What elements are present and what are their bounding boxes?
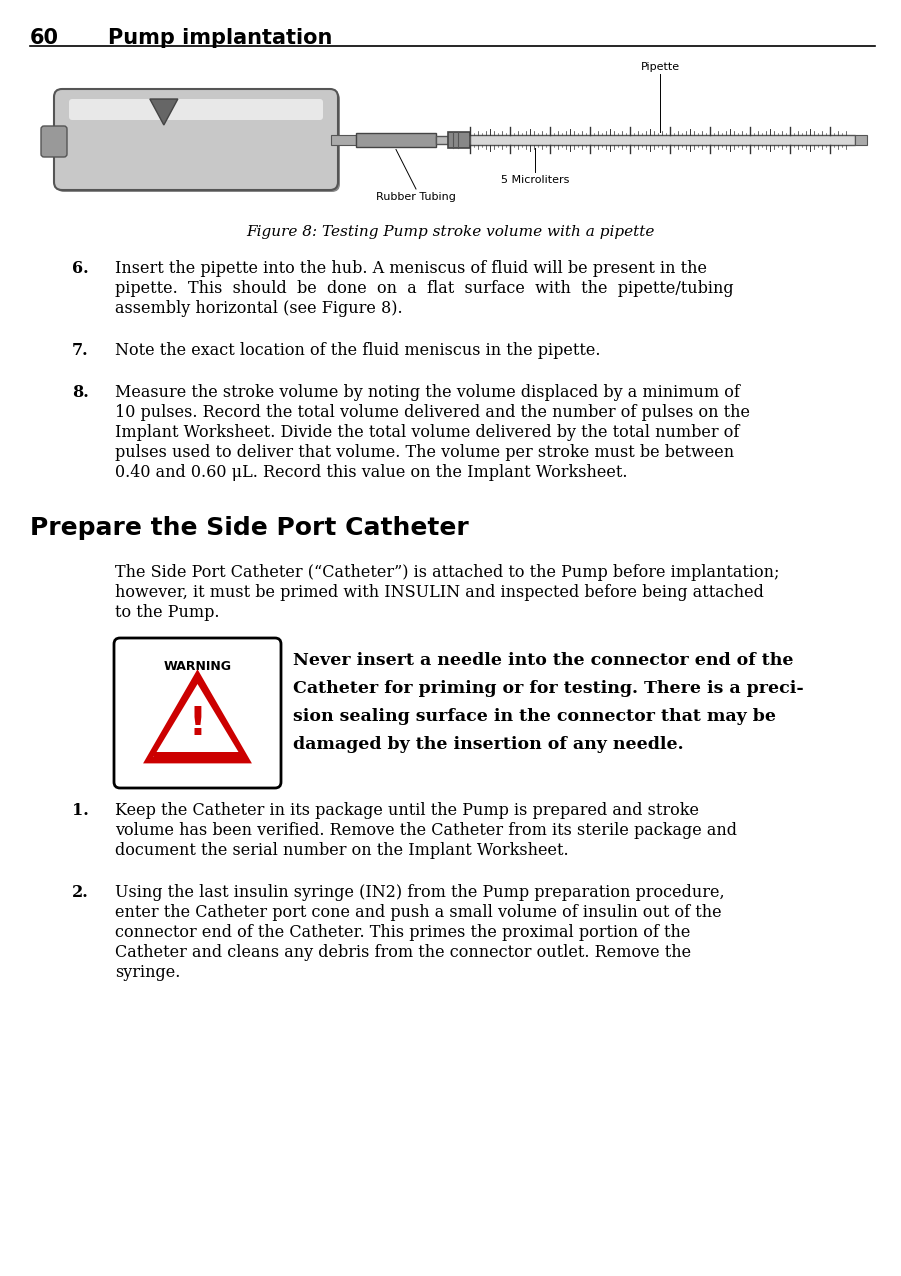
Text: Insert the pipette into the hub. A meniscus of fluid will be present in the: Insert the pipette into the hub. A menis… xyxy=(115,260,707,277)
Text: WARNING: WARNING xyxy=(163,660,232,672)
Bar xyxy=(448,131,470,148)
Text: 0.40 and 0.60 μL. Record this value on the Implant Worksheet.: 0.40 and 0.60 μL. Record this value on t… xyxy=(115,464,627,481)
Text: syringe.: syringe. xyxy=(115,963,180,981)
Polygon shape xyxy=(145,672,250,762)
Text: Pipette: Pipette xyxy=(641,63,679,71)
Text: damaged by the insertion of any needle.: damaged by the insertion of any needle. xyxy=(293,736,684,753)
Text: document the serial number on the Implant Worksheet.: document the serial number on the Implan… xyxy=(115,842,569,859)
Text: enter the Catheter port cone and push a small volume of insulin out of the: enter the Catheter port cone and push a … xyxy=(115,903,722,921)
Text: Using the last insulin syringe (IN2) from the Pump preparation procedure,: Using the last insulin syringe (IN2) fro… xyxy=(115,884,724,901)
FancyBboxPatch shape xyxy=(114,638,281,789)
Text: sion sealing surface in the connector that may be: sion sealing surface in the connector th… xyxy=(293,708,776,725)
Bar xyxy=(436,135,448,143)
Text: Keep the Catheter in its package until the Pump is prepared and stroke: Keep the Catheter in its package until t… xyxy=(115,803,699,819)
Text: connector end of the Catheter. This primes the proximal portion of the: connector end of the Catheter. This prim… xyxy=(115,924,690,940)
Polygon shape xyxy=(150,100,177,125)
Text: !: ! xyxy=(188,706,206,743)
Text: 2.: 2. xyxy=(72,884,89,901)
Bar xyxy=(331,134,356,144)
Text: Catheter and cleans any debris from the connector outlet. Remove the: Catheter and cleans any debris from the … xyxy=(115,944,691,961)
Text: 6.: 6. xyxy=(72,260,88,277)
FancyBboxPatch shape xyxy=(54,89,338,190)
Text: Never insert a needle into the connector end of the: Never insert a needle into the connector… xyxy=(293,652,794,669)
Bar xyxy=(356,133,436,147)
Text: Prepare the Side Port Catheter: Prepare the Side Port Catheter xyxy=(30,516,469,540)
Text: 5 Microliters: 5 Microliters xyxy=(501,175,569,185)
Bar xyxy=(470,134,855,144)
FancyBboxPatch shape xyxy=(56,91,340,191)
Text: to the Pump.: to the Pump. xyxy=(115,604,220,621)
Bar xyxy=(153,752,241,757)
Text: however, it must be primed with INSULIN and inspected before being attached: however, it must be primed with INSULIN … xyxy=(115,584,764,601)
Polygon shape xyxy=(153,684,241,757)
Text: Rubber Tubing: Rubber Tubing xyxy=(376,191,456,202)
Text: Catheter for priming or for testing. There is a preci-: Catheter for priming or for testing. The… xyxy=(293,680,804,697)
Bar xyxy=(855,134,867,144)
Text: 1.: 1. xyxy=(72,803,89,819)
Text: 10 pulses. Record the total volume delivered and the number of pulses on the: 10 pulses. Record the total volume deliv… xyxy=(115,404,750,421)
Text: Pump implantation: Pump implantation xyxy=(108,28,332,48)
Text: The Side Port Catheter (“Catheter”) is attached to the Pump before implantation;: The Side Port Catheter (“Catheter”) is a… xyxy=(115,564,779,581)
Text: 7.: 7. xyxy=(72,342,88,359)
FancyBboxPatch shape xyxy=(41,126,67,157)
Text: Note the exact location of the fluid meniscus in the pipette.: Note the exact location of the fluid men… xyxy=(115,342,600,359)
Text: volume has been verified. Remove the Catheter from its sterile package and: volume has been verified. Remove the Cat… xyxy=(115,822,737,840)
Text: 60: 60 xyxy=(30,28,59,48)
Text: Figure 8: Testing Pump stroke volume with a pipette: Figure 8: Testing Pump stroke volume wit… xyxy=(246,225,654,239)
Text: pipette.  This  should  be  done  on  a  flat  surface  with  the  pipette/tubin: pipette. This should be done on a flat s… xyxy=(115,279,733,297)
Text: Implant Worksheet. Divide the total volume delivered by the total number of: Implant Worksheet. Divide the total volu… xyxy=(115,424,740,441)
Text: 8.: 8. xyxy=(72,384,89,401)
Text: assembly horizontal (see Figure 8).: assembly horizontal (see Figure 8). xyxy=(115,300,403,316)
Text: pulses used to deliver that volume. The volume per stroke must be between: pulses used to deliver that volume. The … xyxy=(115,444,734,461)
FancyBboxPatch shape xyxy=(69,100,323,120)
Text: Measure the stroke volume by noting the volume displaced by a minimum of: Measure the stroke volume by noting the … xyxy=(115,384,740,401)
